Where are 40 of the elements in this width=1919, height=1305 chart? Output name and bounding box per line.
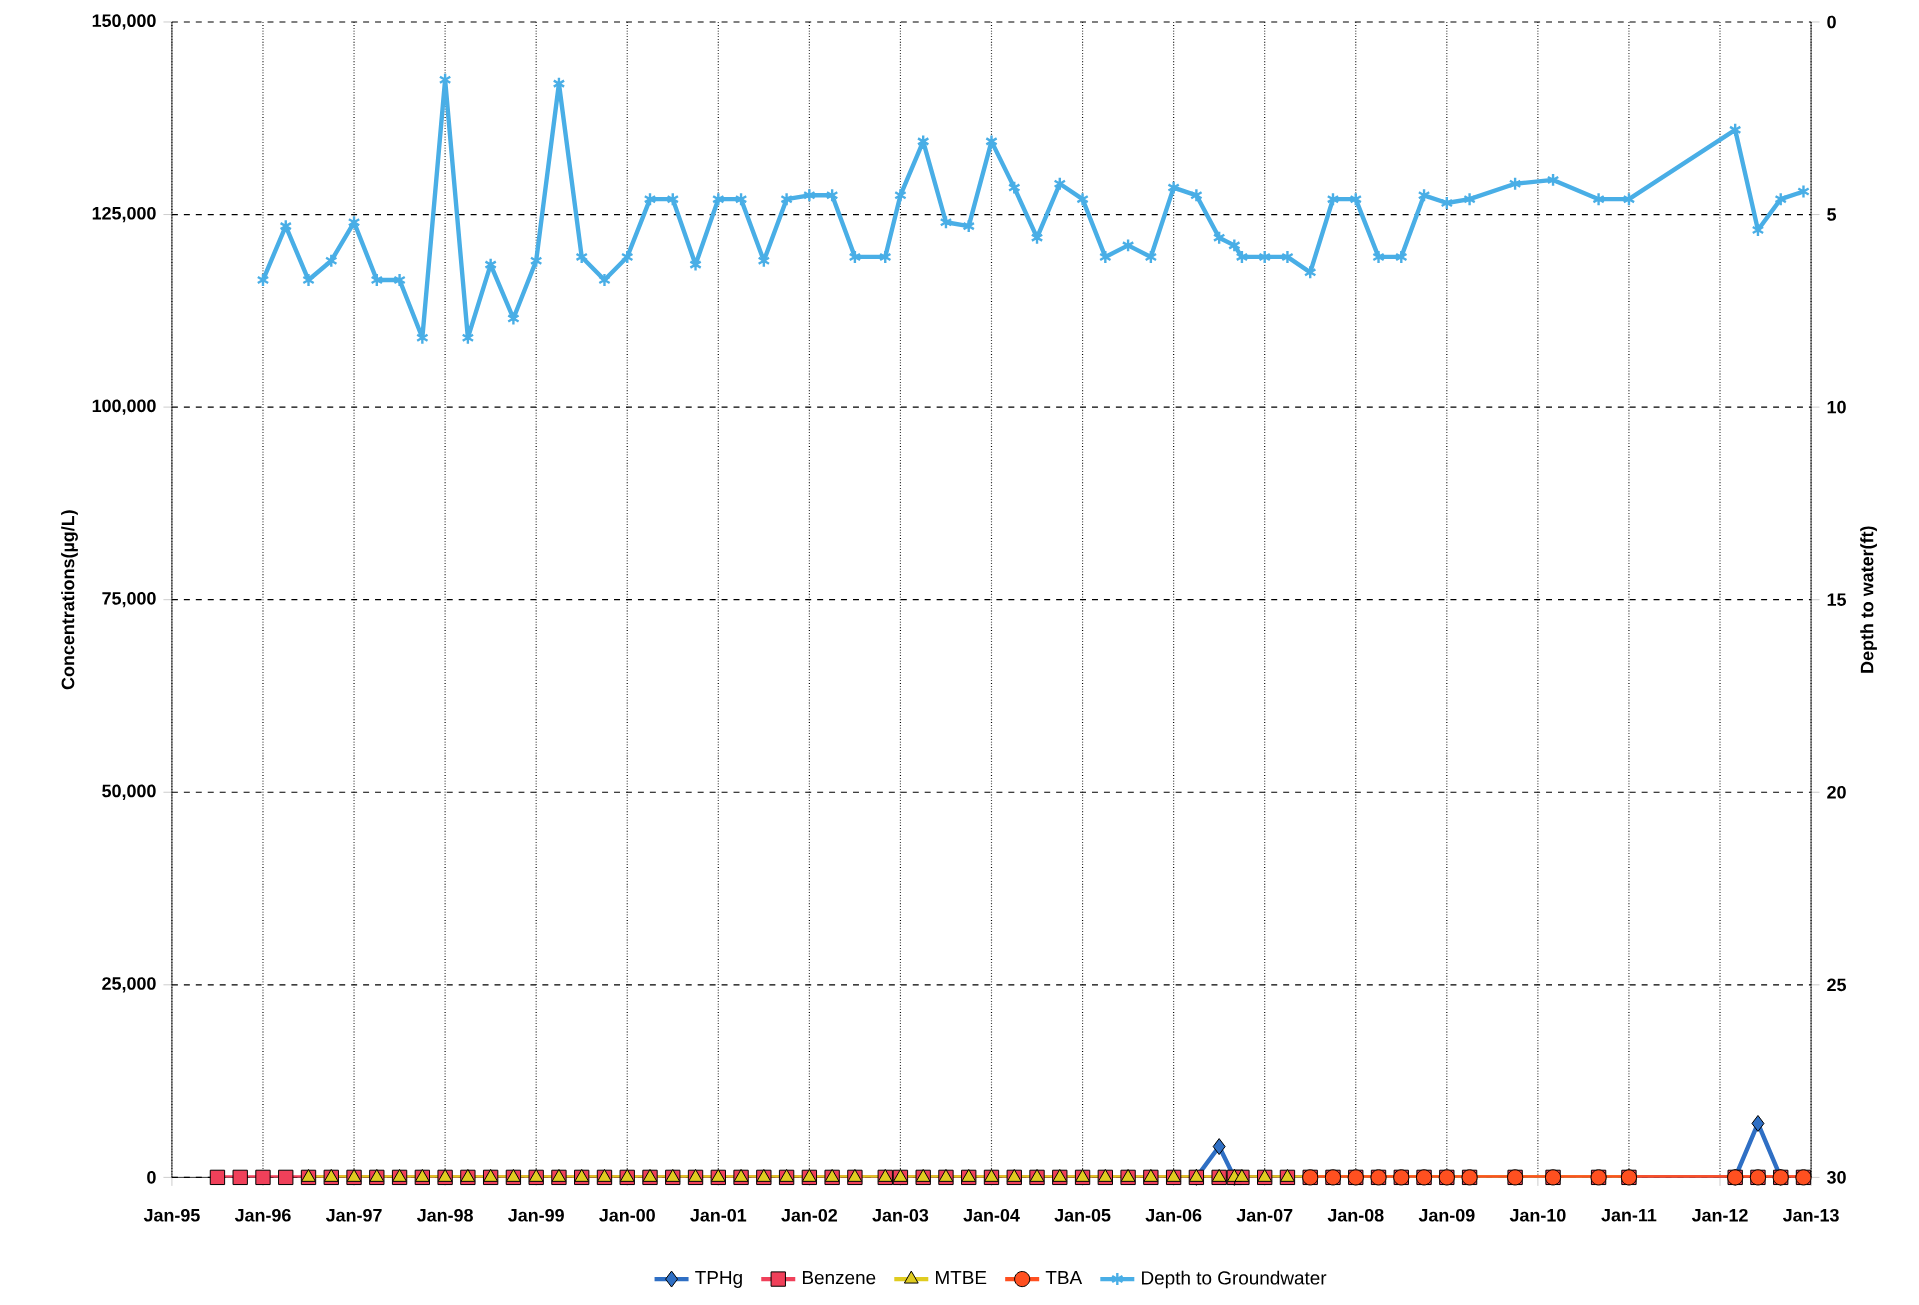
x-tick-label: Jan-10 [1509, 1208, 1566, 1222]
y2-axis-title: Depth to water(ft) [1860, 526, 1877, 673]
y2-tick-label: 10 [1827, 400, 1846, 414]
x-tick-label: Jan-09 [1418, 1208, 1475, 1222]
x-tick-label: Jan-05 [1054, 1208, 1111, 1222]
y2-tick-label: 25 [1827, 978, 1847, 992]
y2-tick-label: 30 [1826, 1170, 1846, 1184]
x-tick-label: Jan-95 [143, 1208, 200, 1222]
y-tick-label: 0 [147, 1170, 156, 1184]
y2-tick-label: 0 [1827, 15, 1836, 29]
x-tick-label: Jan-13 [1782, 1208, 1839, 1222]
x-tick-label: Jan-96 [234, 1208, 291, 1222]
x-tick-label: Jan-08 [1327, 1208, 1384, 1222]
x-tick-label: Jan-01 [690, 1208, 747, 1222]
y-tick-label: 150,000 [92, 14, 156, 30]
x-tick-label: Jan-04 [963, 1208, 1020, 1222]
y-tick-label: 125,000 [92, 206, 156, 223]
x-tick-label: Jan-99 [508, 1208, 564, 1222]
legend-label: MTBE [936, 1270, 987, 1284]
y2-tick-label: 5 [1827, 208, 1837, 221]
x-tick-label: Jan-11 [1601, 1208, 1657, 1222]
legend-label: TPHg [695, 1270, 742, 1288]
legend-label: Benzene [802, 1270, 876, 1285]
x-tick-label: Jan-12 [1691, 1208, 1748, 1222]
x-tick-label: Jan-06 [1145, 1208, 1202, 1222]
x-tick-label: Jan-00 [599, 1208, 655, 1222]
y-tick-label: 75,000 [102, 591, 156, 608]
x-tick-label: Jan-02 [781, 1208, 838, 1222]
y-tick-label: 100,000 [92, 399, 156, 415]
legend-label: TBA [1045, 1270, 1083, 1284]
y-axis-title: Concentrations(µg/L) [61, 510, 78, 690]
y2-tick-label: 20 [1827, 785, 1846, 799]
y-tick-label: 50,000 [102, 784, 156, 800]
legend-label: Depth to Groundwater [1142, 1270, 1327, 1289]
x-tick-label: Jan-03 [872, 1208, 929, 1222]
x-tick-label: Jan-97 [325, 1208, 382, 1222]
x-tick-label: Jan-98 [416, 1208, 473, 1222]
y2-tick-label: 15 [1827, 593, 1847, 606]
y-tick-label: 25,000 [102, 977, 156, 993]
x-tick-label: Jan-07 [1236, 1208, 1293, 1222]
